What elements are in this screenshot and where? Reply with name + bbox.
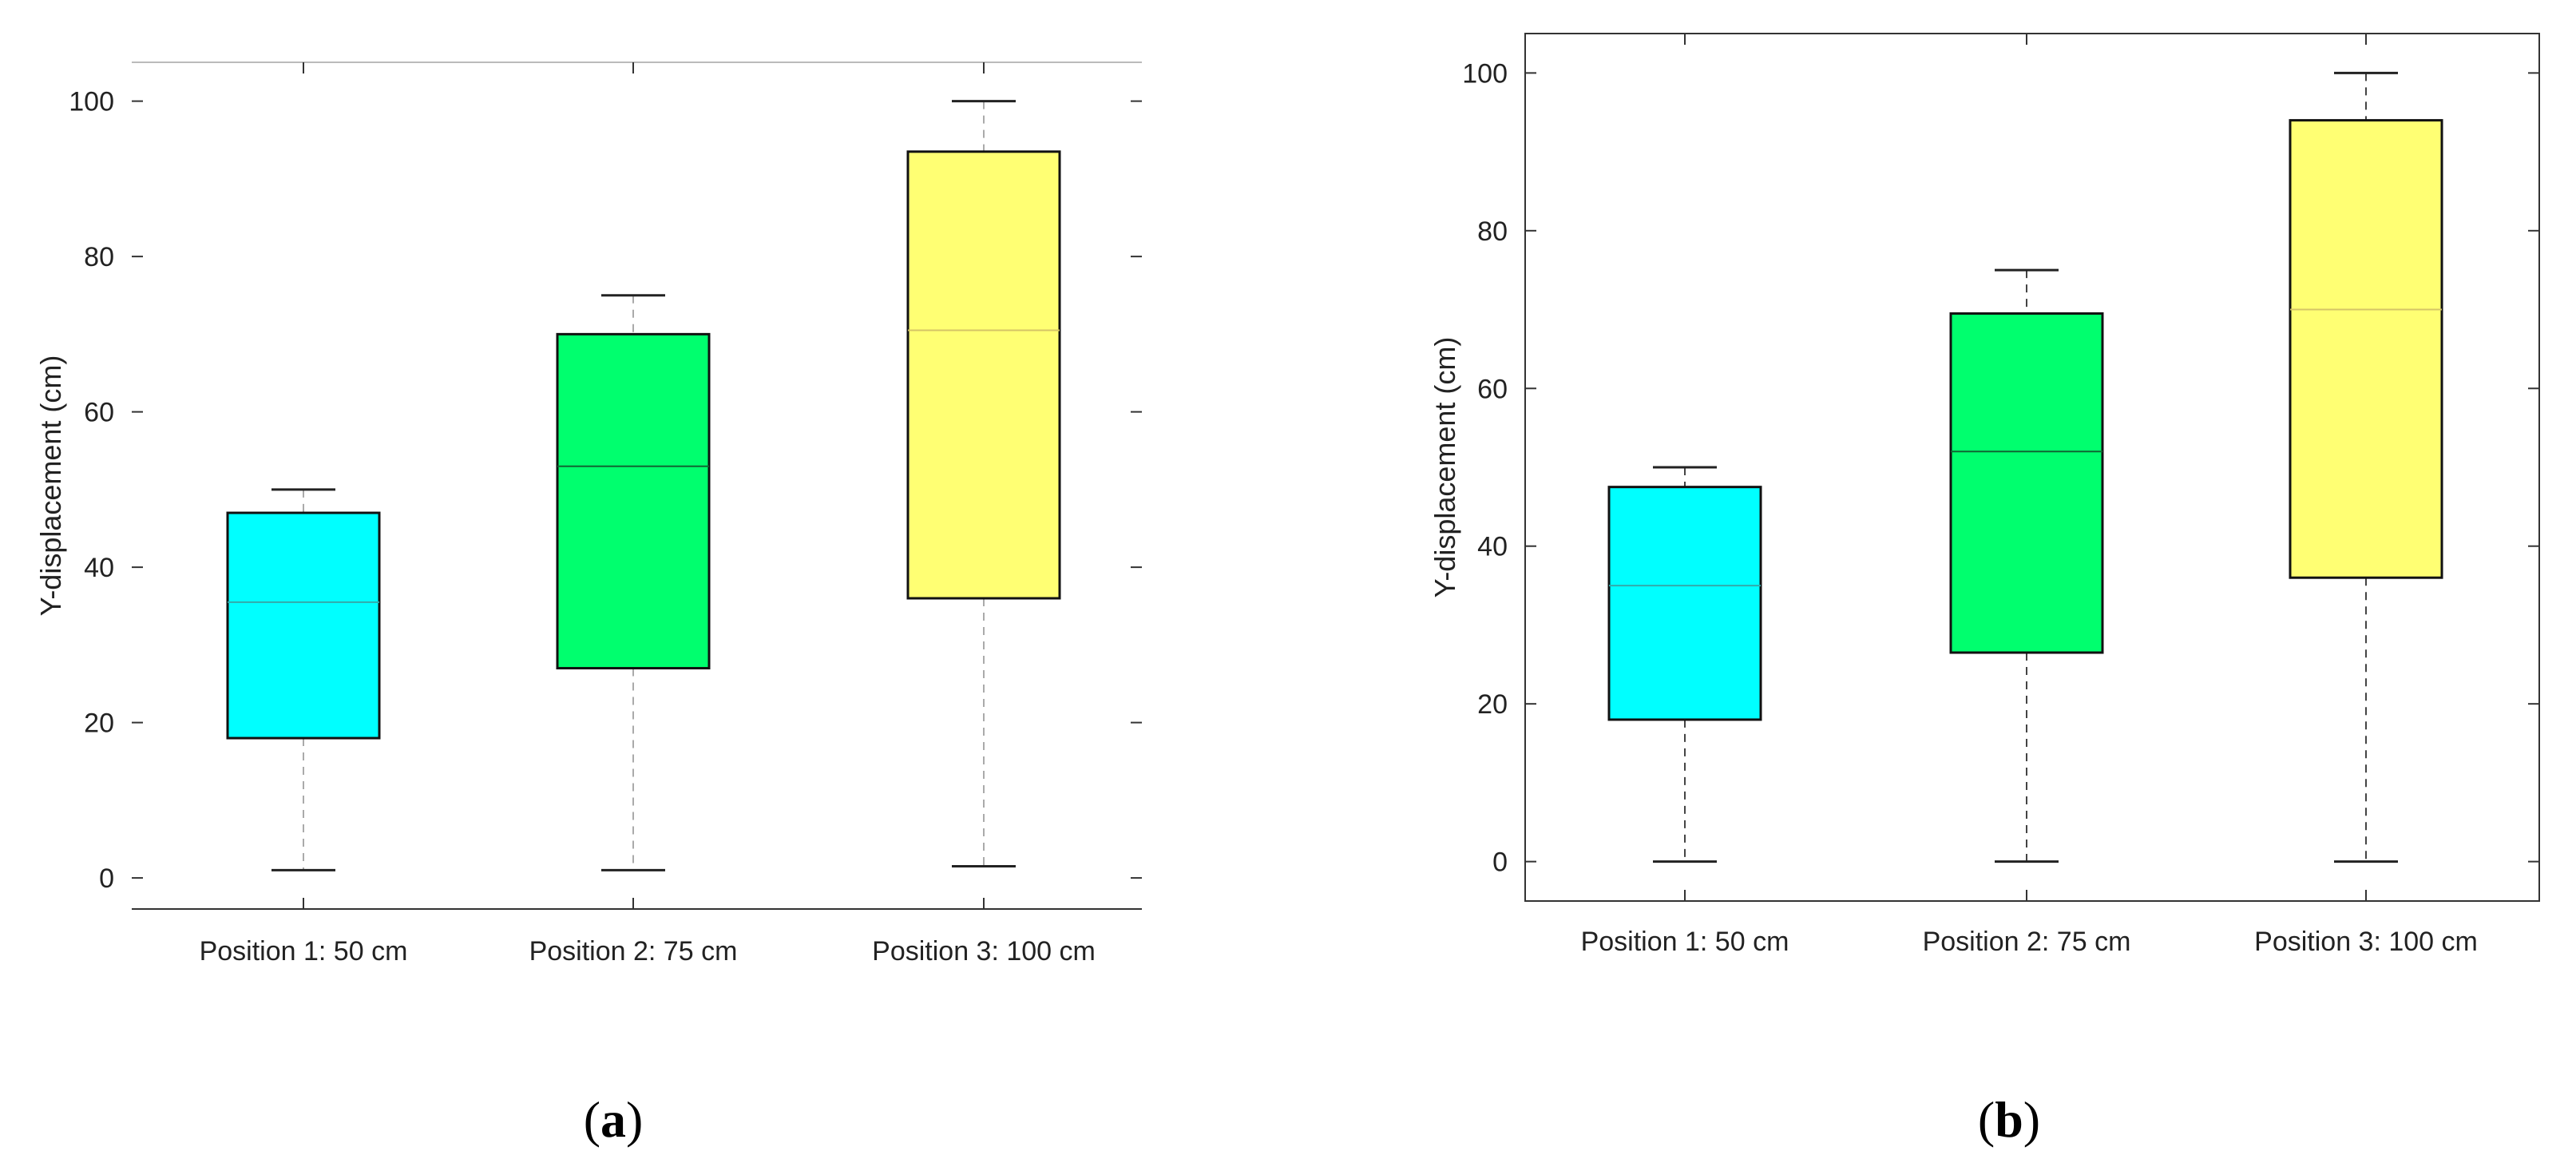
x-tick-label: Position 3: 100 cm xyxy=(872,936,1096,967)
y-tick-label: 60 xyxy=(1477,374,1508,404)
y-tick-label: 0 xyxy=(1492,847,1508,878)
y-tick-label: 40 xyxy=(1477,532,1508,562)
y-tick-label: 0 xyxy=(99,863,114,894)
y-tick-label: 80 xyxy=(84,242,114,272)
plot-frame xyxy=(1524,33,2540,902)
panel-a: 0 20 40 60 80 100 Y-displacement (cm) Position … xyxy=(34,62,1142,967)
x-tick-label: Position 2: 75 cm xyxy=(1923,927,2131,957)
y-tick-label: 100 xyxy=(69,87,114,117)
y-tick-label: 20 xyxy=(1477,689,1508,720)
y-tick-label: 80 xyxy=(1477,216,1508,247)
x-tick-label: Position 1: 50 cm xyxy=(1581,927,1789,957)
box xyxy=(1949,312,2104,654)
box xyxy=(226,511,381,740)
y-tick-label: 60 xyxy=(84,398,114,428)
box xyxy=(556,332,711,670)
y-tick-label: 100 xyxy=(1462,58,1508,89)
box xyxy=(906,150,1061,600)
y-tick-label: 20 xyxy=(84,709,114,739)
panel-b: 0 20 40 60 80 100 Y-displacement (cm) Position … xyxy=(1429,33,2540,957)
y-tick-label: 40 xyxy=(84,553,114,583)
x-tick-label: Position 2: 75 cm xyxy=(529,936,738,967)
x-tick-label: Position 1: 50 cm xyxy=(200,936,408,967)
y-axis-label: Y-displacement (cm) xyxy=(1429,337,1461,598)
y-axis-label: Y-displacement (cm) xyxy=(34,355,67,617)
panel-label-a: (a) xyxy=(584,1091,644,1148)
panel-label-a-letter: a xyxy=(600,1091,626,1148)
box xyxy=(2289,119,2443,579)
panel-label-b-letter: b xyxy=(1995,1091,2023,1148)
box xyxy=(1607,486,1762,721)
panel-label-b: (b) xyxy=(1978,1091,2040,1148)
x-tick-label: Position 3: 100 cm xyxy=(2254,927,2478,957)
